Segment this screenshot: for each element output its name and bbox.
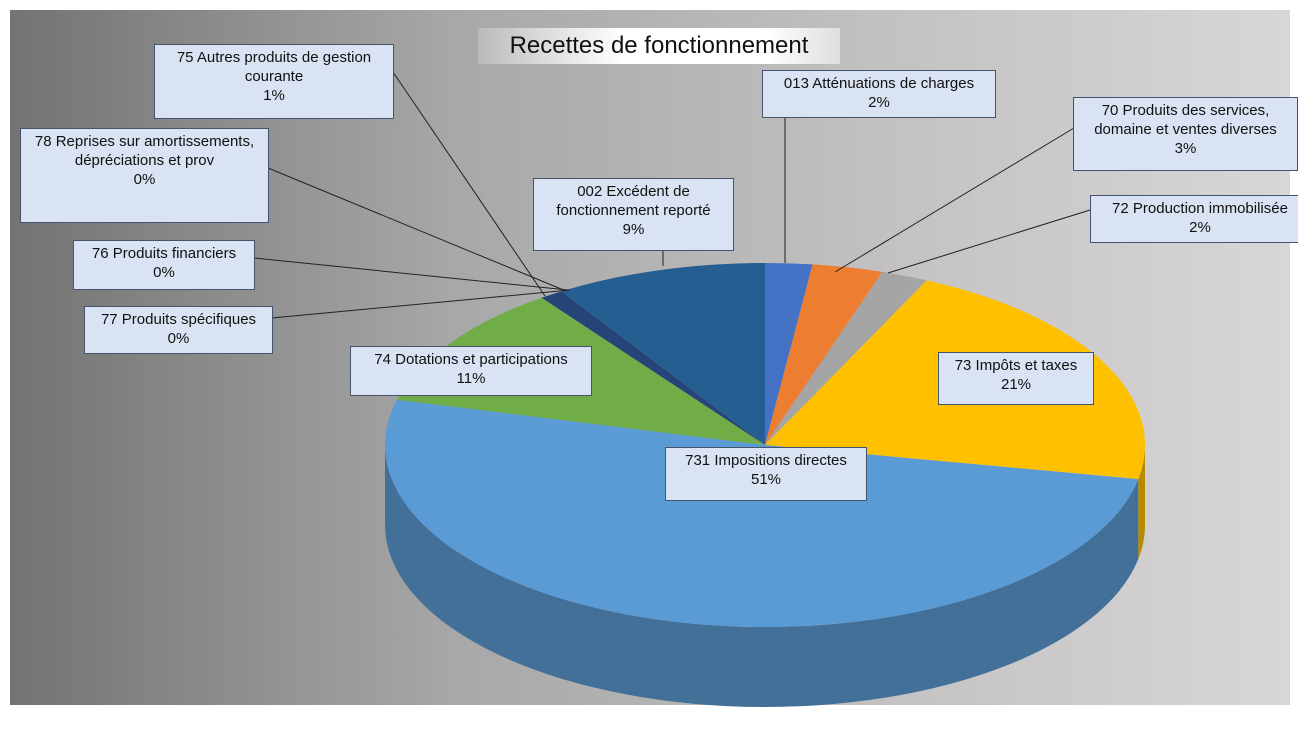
slice-side — [1138, 445, 1145, 560]
label-name: 013 Atténuations de charges — [783, 75, 975, 92]
slice — [561, 263, 765, 445]
label-value: 1% — [263, 87, 285, 104]
label-name: 76 Produits financiers — [91, 245, 237, 262]
data-label: 78 Reprises sur amortissements, déprécia… — [20, 128, 269, 223]
label-name: 72 Production immobilisée — [1112, 200, 1288, 217]
label-value: 21% — [1000, 376, 1032, 393]
data-label: 72 Production immobilisée 2% — [1090, 195, 1298, 243]
leader-line — [271, 289, 571, 319]
data-label: 76 Produits financiers 0% — [73, 240, 255, 290]
label-value: 2% — [1189, 219, 1211, 236]
label-name: 731 Impositions directes — [685, 452, 847, 469]
leader-line — [392, 71, 546, 297]
chart-title: Recettes de fonctionnement — [478, 28, 840, 64]
leader-line — [253, 257, 569, 291]
label-value: 0% — [153, 264, 175, 281]
slice-side — [385, 445, 1139, 708]
label-name: 78 Reprises sur amortissements, déprécia… — [34, 133, 255, 169]
leader-line — [267, 167, 567, 292]
label-value: 9% — [622, 221, 645, 238]
slice — [765, 271, 927, 445]
label-value: 3% — [1174, 140, 1197, 157]
label-name: 002 Excédent de fonctionnement reporté — [556, 183, 711, 219]
data-label: 70 Produits des services, domaine et ven… — [1073, 97, 1298, 171]
slice — [385, 399, 1139, 627]
data-label: 77 Produits spécifiques 0% — [84, 306, 273, 354]
leader-line — [887, 209, 1091, 274]
slice — [765, 263, 813, 445]
slice — [765, 264, 883, 445]
label-value: 0% — [133, 171, 156, 188]
slice — [541, 291, 765, 445]
data-label: 75 Autres produits de gestion courante 1% — [154, 44, 394, 119]
label-name: 70 Produits des services, domaine et ven… — [1094, 102, 1277, 138]
data-label: 73 Impôts et taxes 21% — [938, 352, 1094, 405]
label-name: 75 Autres produits de gestion courante — [176, 49, 372, 85]
data-label: 013 Atténuations de charges 2% — [762, 70, 996, 118]
data-label: 731 Impositions directes 51% — [665, 447, 867, 501]
label-name: 73 Impôts et taxes — [954, 357, 1078, 374]
leader-line — [834, 127, 1075, 273]
data-label: 002 Excédent de fonctionnement reporté 9% — [533, 178, 734, 251]
label-value: 11% — [456, 370, 486, 387]
label-value: 51% — [750, 471, 782, 488]
data-label: 74 Dotations et participations 11% — [350, 346, 592, 396]
label-value: 0% — [167, 330, 190, 347]
label-value: 2% — [868, 94, 890, 111]
label-name: 77 Produits spécifiques — [100, 311, 257, 328]
label-name: 74 Dotations et participations — [374, 351, 568, 368]
